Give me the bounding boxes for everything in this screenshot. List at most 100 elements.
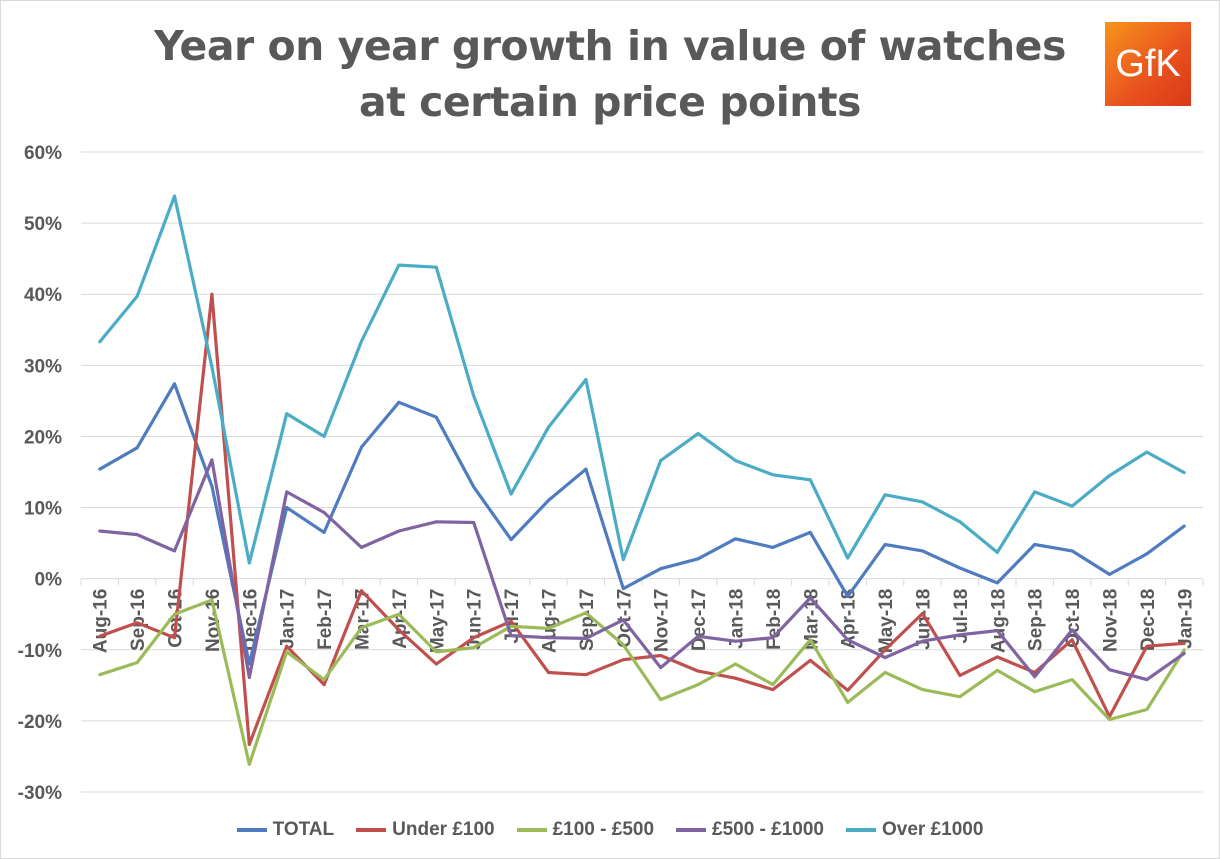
data-point: [397, 612, 401, 616]
y-tick-label: 40%: [24, 285, 62, 306]
x-tick-label: Dec-17: [689, 589, 710, 651]
legend-swatch: [236, 828, 267, 832]
data-point: [322, 683, 326, 687]
chart-title: Year on year growth in value of watches …: [154, 22, 1066, 126]
x-tick-label: Jan-19: [1175, 589, 1196, 649]
data-point: [846, 594, 850, 598]
series-line--100-500: [99, 598, 1186, 766]
data-point: [846, 700, 850, 704]
x-tick-label: Feb-18: [764, 589, 785, 650]
data-point: [696, 634, 700, 638]
data-point: [397, 628, 401, 632]
data-point: [1108, 668, 1111, 672]
data-point: [1182, 524, 1186, 528]
series-line--500-1000: [99, 458, 1186, 682]
x-tick-label: Nov-17: [652, 589, 673, 652]
data-point: [995, 655, 999, 659]
x-tick-label: Aug-17: [540, 589, 561, 653]
data-point: [1108, 572, 1111, 576]
data-point: [621, 557, 625, 561]
data-point: [285, 650, 289, 654]
data-point: [472, 636, 476, 640]
legend-item: £100 - £500: [516, 819, 655, 841]
data-point: [98, 634, 102, 638]
data-point: [547, 626, 550, 630]
legend-swatch: [356, 828, 387, 832]
y-tick-label: 0%: [35, 570, 63, 591]
data-point: [547, 498, 550, 502]
data-point: [958, 673, 962, 677]
data-point: [210, 292, 214, 296]
data-point: [509, 492, 513, 496]
data-point: [322, 511, 326, 515]
data-point: [135, 621, 139, 625]
data-point: [173, 636, 176, 640]
data-point: [584, 636, 588, 640]
data-point: [285, 506, 289, 510]
x-tick-label: Apr-17: [390, 589, 411, 649]
data-point: [135, 533, 139, 537]
data-point: [173, 382, 176, 386]
y-tick-label: -20%: [18, 712, 62, 733]
data-point: [771, 636, 775, 640]
data-point: [734, 676, 737, 680]
y-tick-label: -10%: [18, 641, 62, 662]
legend-swatch: [516, 828, 547, 832]
logo-text: GfK: [1115, 42, 1181, 85]
data-point: [808, 530, 812, 534]
data-point: [98, 340, 102, 344]
data-point: [1033, 675, 1037, 679]
data-point: [696, 683, 700, 687]
data-point: [472, 520, 476, 524]
x-tick-label: Sep-16: [128, 589, 149, 651]
data-point: [285, 644, 289, 648]
data-point: [883, 493, 887, 497]
data-point: [696, 557, 700, 561]
data-point: [696, 669, 700, 673]
data-point: [1033, 543, 1037, 547]
data-point: [1033, 490, 1037, 494]
data-point: [360, 626, 363, 630]
y-tick-label: 50%: [24, 214, 62, 235]
data-point: [135, 446, 139, 450]
data-point: [434, 520, 438, 524]
data-point: [1182, 651, 1186, 655]
data-point: [547, 636, 550, 640]
y-tick-label: 10%: [24, 499, 62, 520]
series-line-total: [98, 382, 1186, 666]
data-point: [808, 658, 812, 662]
legend-label: TOTAL: [272, 819, 335, 840]
data-point: [584, 467, 588, 471]
x-tick-label: May-18: [876, 589, 897, 653]
data-point: [472, 485, 476, 489]
data-point: [1070, 628, 1074, 632]
legend-label: Under £100: [392, 819, 495, 840]
data-point: [883, 656, 887, 660]
x-tick-label: Jan-17: [278, 589, 299, 649]
data-point: [921, 549, 924, 553]
series-line-under-100: [99, 292, 1185, 747]
data-point: [322, 678, 326, 682]
data-point: [883, 648, 887, 652]
legend-swatch: [846, 828, 877, 832]
legend-label: £100 - £500: [552, 819, 655, 840]
data-point: [322, 434, 326, 438]
data-point: [1070, 549, 1074, 553]
data-point: [771, 545, 775, 549]
y-tick-label: 20%: [24, 427, 62, 448]
data-point: [1033, 690, 1037, 694]
data-point: [1070, 678, 1074, 682]
data-point: [397, 263, 401, 267]
data-point: [734, 459, 737, 463]
data-point: [883, 543, 887, 547]
y-tick-label: 60%: [24, 143, 62, 164]
data-point: [958, 633, 962, 637]
data-point: [135, 661, 139, 665]
data-point: [1070, 504, 1074, 508]
data-point: [360, 445, 363, 449]
data-point: [547, 671, 550, 675]
data-point: [621, 658, 625, 662]
data-point: [434, 265, 438, 269]
y-tick-label: -30%: [18, 783, 62, 804]
